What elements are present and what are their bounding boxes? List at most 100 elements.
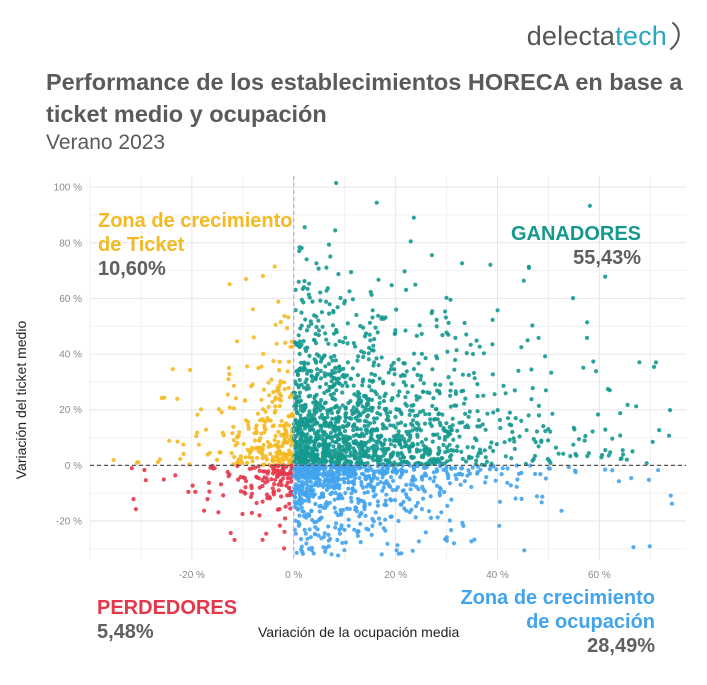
data-point [453, 357, 458, 363]
data-point [142, 467, 147, 473]
data-point [528, 463, 533, 468]
data-point [394, 468, 399, 473]
data-point [276, 488, 281, 493]
data-point [243, 485, 248, 490]
data-point [360, 431, 365, 436]
data-point [434, 354, 439, 359]
data-point [462, 320, 467, 326]
data-point [603, 274, 608, 279]
data-point [415, 464, 420, 469]
data-point [449, 528, 454, 533]
data-point [399, 450, 404, 456]
data-point [424, 447, 429, 452]
data-point [243, 491, 248, 496]
data-point [356, 433, 361, 438]
data-point [316, 435, 321, 440]
data-point [368, 421, 373, 426]
data-point [373, 439, 379, 444]
data-point [318, 408, 323, 413]
data-point [381, 526, 386, 531]
data-point [606, 453, 611, 458]
data-point [436, 445, 441, 451]
data-point [550, 411, 555, 416]
data-point [416, 361, 421, 366]
data-point [434, 469, 439, 474]
data-point [221, 493, 226, 498]
data-point [306, 436, 312, 441]
data-point [469, 484, 474, 490]
data-point [299, 460, 304, 465]
data-point [379, 355, 384, 360]
data-point [454, 348, 459, 353]
data-point [299, 431, 304, 436]
data-point [129, 466, 134, 471]
data-point [369, 388, 374, 393]
data-point [310, 374, 315, 379]
data-point [293, 308, 298, 313]
data-point [307, 295, 312, 300]
data-point [341, 436, 346, 441]
data-point [241, 442, 246, 447]
data-point [371, 453, 376, 458]
data-point [400, 463, 405, 468]
data-point [312, 532, 318, 537]
data-point [242, 398, 248, 403]
data-point [324, 299, 329, 304]
data-point [440, 412, 445, 417]
data-point [329, 406, 334, 411]
data-point [644, 461, 649, 466]
data-point [637, 360, 642, 365]
data-point [469, 539, 474, 544]
y-tick-label: 20 % [59, 405, 82, 416]
data-point [225, 392, 230, 397]
data-point [375, 482, 380, 487]
data-point [198, 407, 204, 412]
data-point [375, 458, 380, 463]
data-point [357, 475, 362, 481]
data-point [497, 417, 502, 423]
data-point [464, 351, 469, 356]
data-point [296, 479, 302, 484]
data-point [282, 546, 287, 551]
data-point [465, 445, 470, 450]
data-point [279, 483, 284, 488]
data-point [414, 449, 420, 454]
data-point [333, 510, 338, 515]
data-point [292, 395, 297, 400]
data-point [355, 533, 360, 539]
data-point [336, 436, 341, 441]
data-point [313, 377, 318, 382]
data-point [334, 521, 339, 526]
data-point [299, 310, 304, 315]
data-point [270, 458, 275, 463]
data-point [354, 312, 359, 318]
data-point [293, 531, 298, 536]
data-point [475, 409, 480, 414]
y-tick-label: 80 % [59, 238, 82, 249]
data-point [323, 364, 328, 369]
data-point [417, 395, 422, 400]
data-point [334, 330, 339, 335]
data-point [170, 367, 175, 372]
data-point [273, 395, 278, 400]
data-point [414, 397, 419, 402]
data-point [388, 474, 394, 480]
data-point [297, 513, 302, 518]
data-point [337, 381, 342, 386]
data-point [621, 452, 626, 457]
data-point [421, 443, 426, 448]
data-point [303, 380, 308, 385]
data-point [277, 523, 282, 528]
data-point [448, 388, 453, 393]
data-point [330, 358, 335, 363]
data-point [307, 353, 312, 358]
data-point [175, 396, 180, 401]
data-point [277, 359, 282, 364]
data-point [368, 405, 373, 411]
data-point [433, 382, 438, 387]
data-point [253, 446, 258, 451]
data-point [306, 394, 311, 399]
data-point [402, 269, 407, 274]
data-point [414, 333, 419, 338]
data-point [381, 316, 386, 321]
